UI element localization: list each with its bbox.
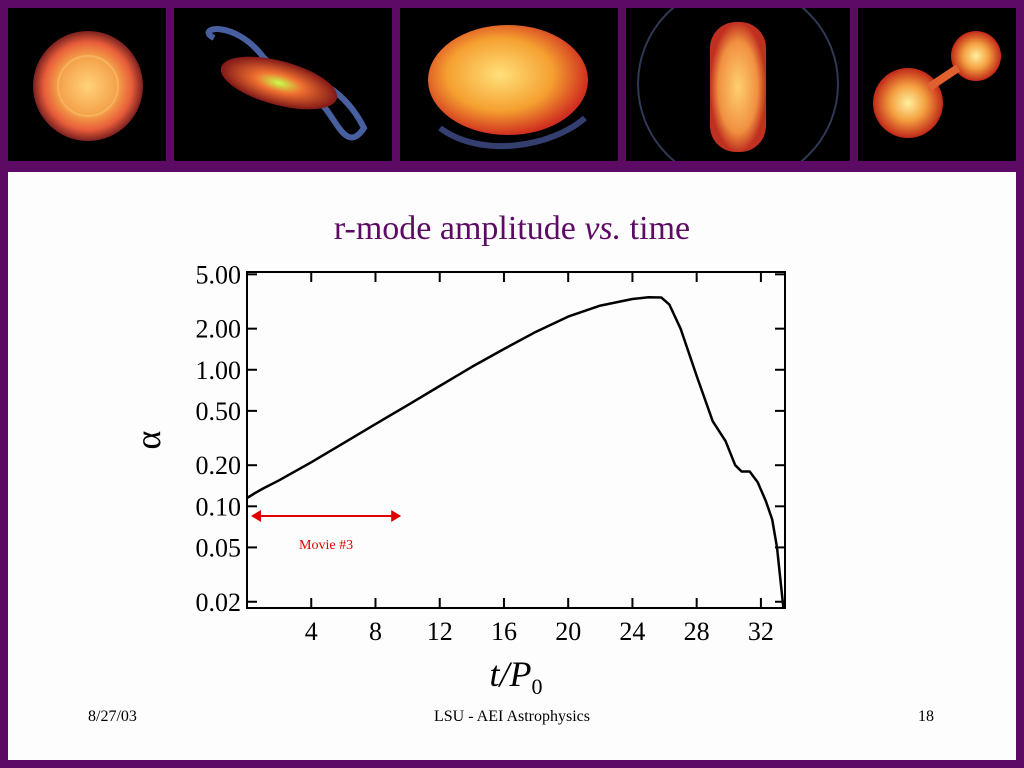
y-tick-label: 5.00 xyxy=(196,260,242,289)
arrow-head-right xyxy=(391,509,402,522)
star-image-4 xyxy=(626,8,850,161)
footer-page-number: 18 xyxy=(918,708,934,725)
x-tick-label: 4 xyxy=(305,617,318,646)
x-tick-label: 16 xyxy=(491,617,517,646)
footer-center: LSU - AEI Astrophysics xyxy=(434,708,590,725)
x-tick-label: 24 xyxy=(619,617,645,646)
x-tick-label: 8 xyxy=(369,617,382,646)
y-tick-label: 0.05 xyxy=(196,533,242,562)
amplitude-chart: 4 8 12 16 20 24 28 32 0.02 0.05 0.10 0.20 0.50 1.00 2.… xyxy=(128,260,786,698)
plot-frame xyxy=(246,271,786,609)
x-tick-label: 20 xyxy=(555,617,581,646)
y-tick-label: 1.00 xyxy=(196,356,242,385)
y-tick-label: 0.20 xyxy=(196,451,242,480)
x-tick-label: 12 xyxy=(427,617,453,646)
star-image-3 xyxy=(400,8,618,161)
star-image-1 xyxy=(8,8,166,161)
star-image-2 xyxy=(174,8,392,161)
y-tick-label: 0.02 xyxy=(196,588,242,617)
slide-content-area xyxy=(8,172,1016,760)
y-tick-label: 0.10 xyxy=(196,492,242,521)
arrow-head-left xyxy=(251,509,261,522)
star-image-5 xyxy=(858,8,1016,161)
x-axis-label: t/P0 xyxy=(490,654,543,698)
alpha-series-line xyxy=(246,295,785,609)
slide-title: r-mode amplitude vs. time xyxy=(333,210,691,247)
y-tick-label: 2.00 xyxy=(196,315,242,344)
y-axis-label: α xyxy=(128,430,168,449)
image-banner xyxy=(0,0,1024,170)
footer-date: 8/27/03 xyxy=(88,708,137,725)
y-tick-label: 0.50 xyxy=(196,397,242,426)
x-tick-label: 28 xyxy=(684,617,710,646)
x-tick-label: 32 xyxy=(748,617,774,646)
movie-annotation-label: Movie #3 xyxy=(299,538,353,553)
